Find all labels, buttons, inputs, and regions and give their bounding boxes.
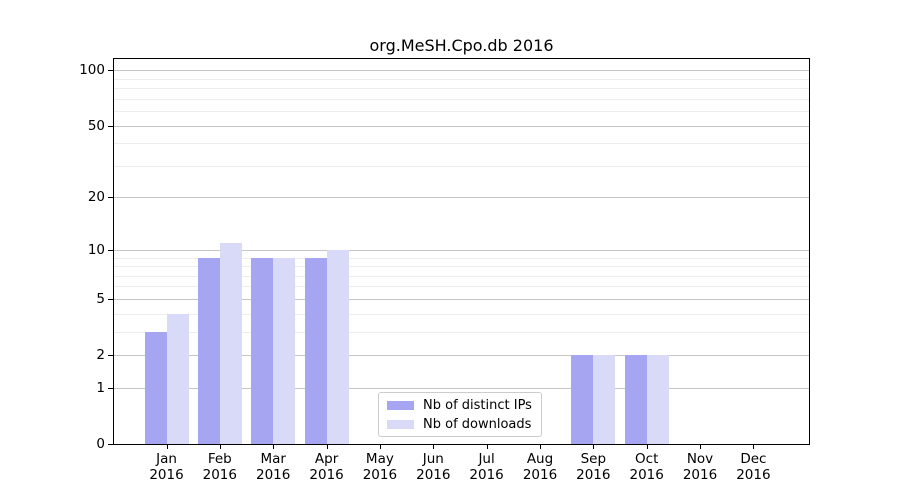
major-gridline [114,298,809,300]
legend-label: Nb of distinct IPs [423,397,532,413]
bar-distinct-ips-mar [251,257,274,444]
major-gridline [114,197,809,199]
y-tick-label: 50 [87,117,105,134]
x-tick-label-feb: Feb 2016 [202,451,237,483]
x-tick-mark [593,445,595,449]
x-tick-label-nov: Nov 2016 [682,451,718,483]
x-tick-mark [486,445,488,449]
bar-distinct-ips-sep [571,355,594,444]
minor-gridline [114,98,809,100]
minor-gridline [114,111,809,113]
bar-downloads-jan [166,313,189,444]
y-tick-mark [108,70,113,72]
y-tick-label: 100 [79,62,105,79]
minor-gridline [114,286,809,288]
x-tick-mark [540,445,541,449]
major-gridline [114,125,809,127]
y-tick-label: 2 [96,347,105,363]
bar-distinct-ips-jan [144,331,167,444]
major-gridline [114,70,809,72]
y-tick-label: 10 [87,241,105,258]
x-tick-label-mar: Mar 2016 [256,451,291,483]
legend-item: Nb of distinct IPs [387,398,541,413]
bar-downloads-feb [219,242,242,444]
major-gridline [114,249,809,251]
x-tick-mark [646,445,648,449]
x-tick-label-dec: Dec 2016 [736,451,771,483]
x-tick-mark [700,445,701,449]
x-tick-mark [326,445,328,449]
x-tick-mark [433,445,435,449]
minor-gridline [114,257,809,259]
y-tick-mark [108,125,113,127]
y-tick-mark [108,387,113,389]
legend-swatch [387,400,414,410]
bar-distinct-ips-feb [197,257,220,444]
chart-title: org.MeSH.Cpo.db 2016 [369,36,554,55]
bar-downloads-mar [273,257,296,444]
major-gridline [114,387,809,389]
bar-downloads-apr [326,249,349,444]
x-tick-mark [219,445,221,449]
x-tick-mark [273,445,275,449]
x-tick-label-apr: Apr 2016 [309,451,344,483]
y-tick-mark [108,197,113,199]
legend-label: Nb of downloads [423,416,532,432]
y-tick-mark [108,355,113,356]
x-tick-label-may: May 2016 [362,451,398,483]
y-tick-label: 0 [96,436,105,452]
major-gridline [114,355,809,356]
minor-gridline [114,275,809,277]
x-tick-label-oct: Oct 2016 [629,451,664,483]
minor-gridline [114,331,809,333]
bar-downloads-sep [593,355,616,444]
minor-gridline [114,78,809,80]
y-tick-label: 1 [96,379,105,396]
legend-item: Nb of downloads [387,417,541,432]
x-tick-label-jun: Jun 2016 [416,451,451,483]
y-tick-mark [108,444,113,445]
minor-gridline [114,165,809,167]
bar-distinct-ips-apr [304,257,327,444]
x-tick-mark [379,445,381,449]
x-tick-label-jul: Jul 2016 [469,451,504,483]
y-tick-label: 5 [96,290,105,307]
y-tick-mark [108,249,113,251]
minor-gridline [114,88,809,90]
bar-downloads-oct [646,355,669,444]
x-tick-label-jan: Jan 2016 [149,451,184,483]
minor-gridline [114,143,809,145]
bar-distinct-ips-oct [624,355,647,444]
legend: Nb of distinct IPs Nb of downloads [378,392,542,437]
minor-gridline [114,266,809,267]
x-tick-label-sep: Sep 2016 [576,451,611,483]
minor-gridline [114,313,809,315]
legend-swatch [387,419,414,429]
x-tick-mark [753,445,755,449]
y-tick-label: 20 [87,189,105,206]
x-tick-label-aug: Aug 2016 [522,451,558,483]
x-tick-mark [166,445,168,449]
y-tick-mark [108,298,113,300]
plot-area [113,58,810,445]
